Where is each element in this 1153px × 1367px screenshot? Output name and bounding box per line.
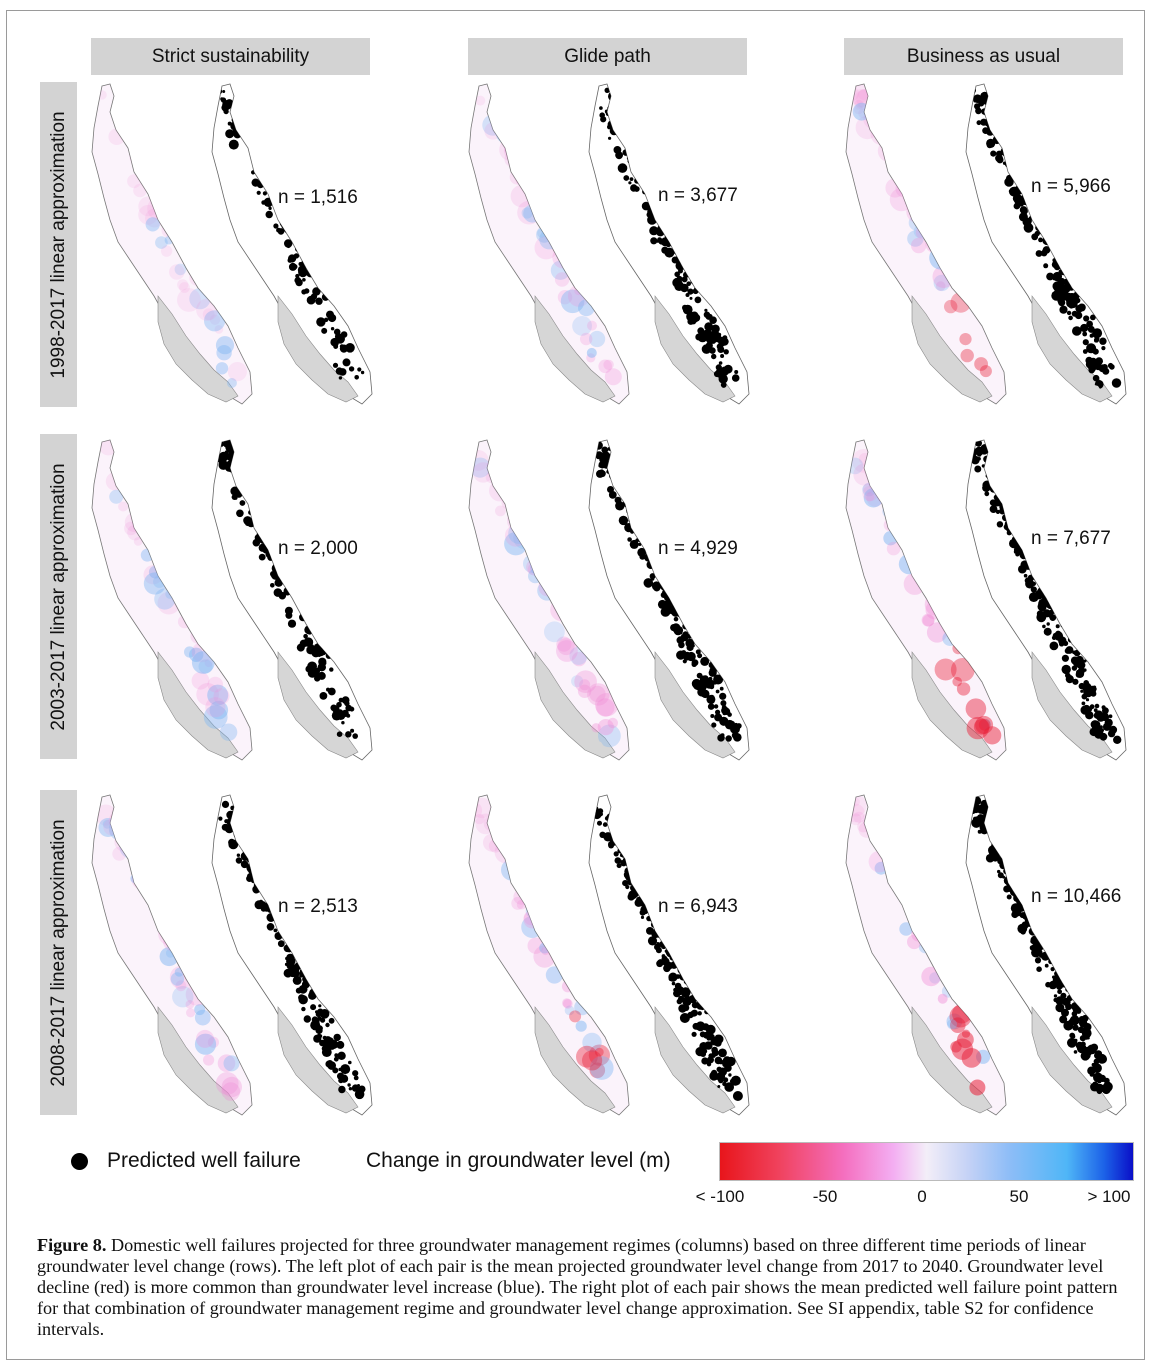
map-svg [468, 439, 750, 761]
well-failure-legend-label: Predicted well failure [107, 1149, 301, 1172]
well-failure-count-glide-path-1998-2017: n = 3,677 [658, 185, 738, 206]
well-failure-count-glide-path-2003-2017: n = 4,929 [658, 538, 738, 559]
map-pair-business-as-usual-2003-2017 [842, 438, 1142, 768]
row-header-2003-2017: 2003-2017 linear approximation [40, 434, 77, 759]
map-svg [91, 794, 373, 1116]
colorbar-tick-min: < -100 [695, 1187, 745, 1206]
well-failure-count-business-as-usual-2003-2017: n = 7,677 [1031, 528, 1111, 549]
map-svg [845, 439, 1127, 761]
map-pair-business-as-usual-1998-2017 [842, 82, 1142, 412]
map-svg [845, 794, 1127, 1116]
map-pair-strict-sustainability-2003-2017 [88, 438, 388, 768]
row-header-1998-2017: 1998-2017 linear approximation [40, 82, 77, 407]
well-failure-count-strict-sustainability-2008-2017: n = 2,513 [278, 896, 358, 917]
groundwater-change-map [845, 794, 1007, 1116]
well-failure-count-glide-path-2008-2017: n = 6,943 [658, 896, 738, 917]
well-failure-count-business-as-usual-2008-2017: n = 10,466 [1031, 886, 1122, 907]
column-header-business-as-usual: Business as usual [844, 38, 1123, 75]
well-failure-map [965, 83, 1127, 405]
map-svg [468, 794, 750, 1116]
map-pair-glide-path-1998-2017 [465, 82, 765, 412]
map-pair-glide-path-2008-2017 [465, 793, 765, 1123]
figure-caption: Figure 8. Domestic well failures project… [37, 1235, 1137, 1340]
map-svg [91, 83, 373, 405]
map-svg [91, 439, 373, 761]
well-failure-count-strict-sustainability-1998-2017: n = 1,516 [278, 187, 358, 208]
figure-label: Figure 8. [37, 1235, 107, 1255]
map-pair-strict-sustainability-2008-2017 [88, 793, 388, 1123]
map-pair-glide-path-2003-2017 [465, 438, 765, 768]
colorbar-tick-zero: 0 [917, 1187, 927, 1206]
map-pair-business-as-usual-2008-2017 [842, 793, 1142, 1123]
well-failure-map [588, 83, 750, 405]
groundwater-change-map [91, 83, 253, 405]
colorbar-tick-neg50: -50 [812, 1187, 838, 1206]
colorbar-title: Change in groundwater level (m) [366, 1149, 671, 1172]
map-svg [468, 83, 750, 405]
figure-caption-text: Domestic well failures projected for thr… [37, 1235, 1118, 1339]
column-header-strict-sustainability: Strict sustainability [91, 38, 370, 75]
map-svg [845, 83, 1127, 405]
colorbar-tick-max: > 100 [1087, 1187, 1131, 1206]
column-header-glide-path: Glide path [468, 38, 747, 75]
row-header-2008-2017: 2008-2017 linear approximation [40, 790, 77, 1115]
map-pair-strict-sustainability-1998-2017 [88, 82, 388, 412]
well-failure-count-business-as-usual-1998-2017: n = 5,966 [1031, 176, 1111, 197]
well-failure-legend-dot [71, 1153, 88, 1170]
well-failure-count-strict-sustainability-2003-2017: n = 2,000 [278, 538, 358, 559]
groundwater-change-colorbar [719, 1142, 1134, 1181]
colorbar-tick-50: 50 [1009, 1187, 1029, 1206]
